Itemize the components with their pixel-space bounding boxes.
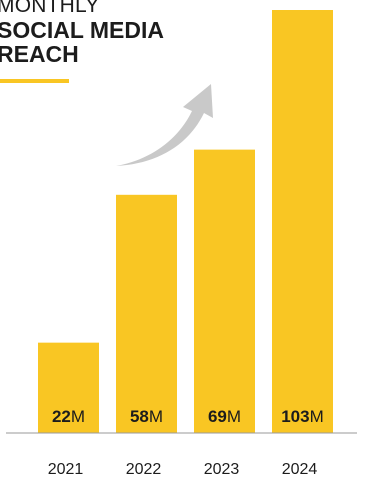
bar-2023: [194, 149, 255, 433]
title-underline: [0, 79, 69, 83]
x-tick-2024: 2024: [282, 461, 318, 478]
title-line-monthly: MONTHLY: [0, 0, 100, 17]
data-label-2024: 103M: [281, 407, 324, 426]
data-label-2023: 69M: [208, 407, 241, 426]
x-tick-2022: 2022: [126, 461, 162, 478]
title-line-social-media: SOCIAL MEDIA: [0, 17, 164, 43]
data-label-2021: 22M: [52, 407, 85, 426]
x-tick-labels: 2021 2022 2023 2024: [48, 461, 318, 478]
bar-2021: [38, 342, 99, 433]
bar-2022: [116, 194, 177, 433]
x-tick-2023: 2023: [204, 461, 240, 478]
x-tick-2021: 2021: [48, 461, 84, 478]
bars-group: 22M 58M 69M 103M: [38, 10, 333, 433]
data-label-2022: 58M: [130, 407, 163, 426]
growth-arrow-icon: [116, 84, 213, 166]
title-line-reach: REACH: [0, 41, 79, 67]
chart-title: MONTHLY SOCIAL MEDIA REACH: [0, 0, 164, 66]
bar-2024: [272, 10, 333, 433]
